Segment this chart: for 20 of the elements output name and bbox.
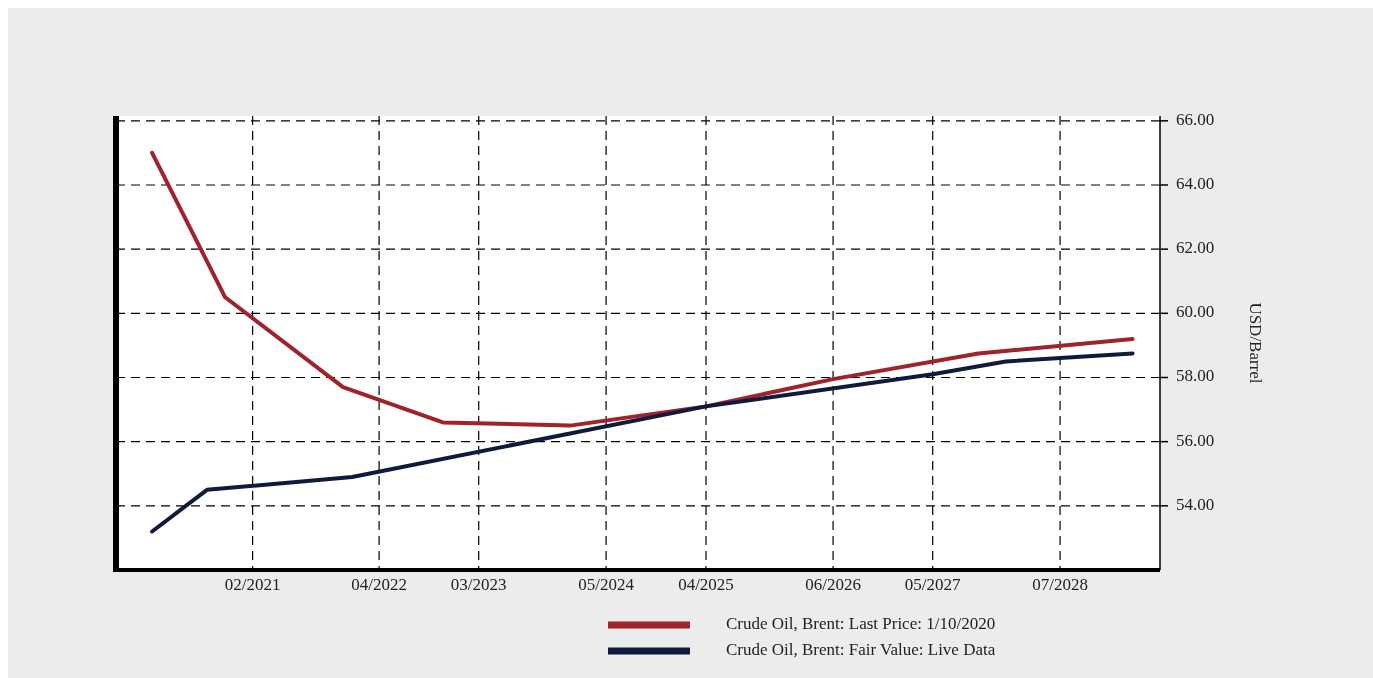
x-tick-label: 04/2022 (351, 575, 407, 594)
y-axis-title: USD/Barrel (1246, 302, 1265, 384)
y-tick-label: 58.00 (1176, 366, 1215, 386)
x-tick-label: 02/2021 (224, 575, 281, 594)
line-series (150, 351, 1135, 534)
x-tick-label: 04/2025 (678, 575, 734, 594)
y-tick-label: 64.00 (1176, 173, 1215, 193)
y-tick-label: 60.00 (1176, 302, 1215, 322)
x-tick-label: 06/2026 (805, 575, 861, 594)
x-tick-label: 03/2023 (450, 575, 507, 594)
line-series (150, 150, 1135, 428)
y-tick-label: 66.00 (1176, 109, 1215, 129)
legend-label: Crude Oil, Brent: Fair Value: Live Data (726, 639, 996, 659)
y-tick-label: 54.00 (1176, 494, 1215, 514)
x-tick-label: 05/2027 (904, 575, 962, 594)
y-tick-label: 56.00 (1176, 430, 1215, 450)
legend-label: Crude Oil, Brent: Last Price: 1/10/2020 (726, 613, 996, 633)
y-tick-label: 62.00 (1176, 238, 1215, 258)
x-tick-label: 07/2028 (1032, 575, 1088, 594)
x-tick-label: 05/2024 (578, 575, 635, 594)
